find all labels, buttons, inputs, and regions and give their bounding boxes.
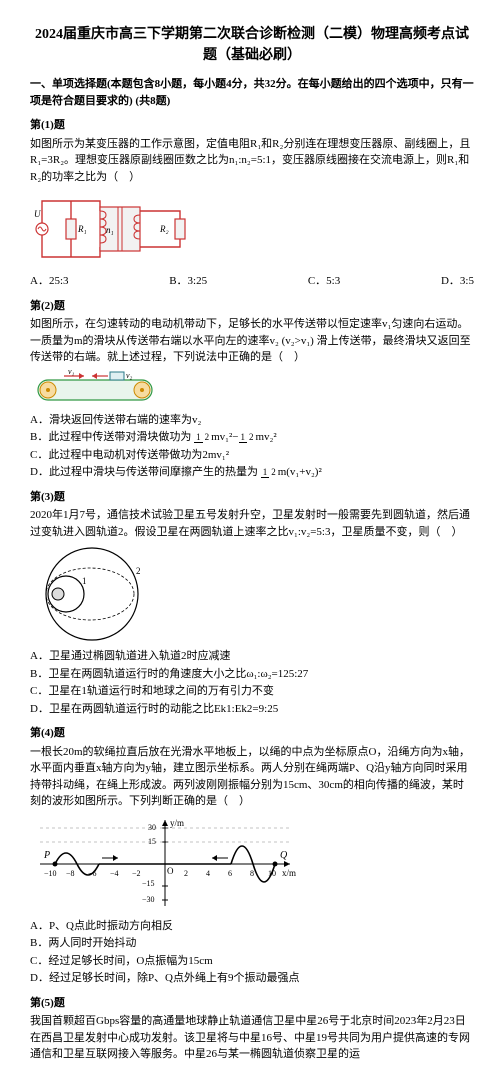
q3-opt-d: D．卫星在两圆轨道运行时的动能之比Ek1:Ek2=9:25: [30, 701, 474, 718]
q2-opt-a: A．滑块返回传送带右端的速率为v₂: [30, 412, 474, 429]
q4-opt-a: A．P、Q点此时振动方向相反: [30, 918, 474, 935]
svg-text:v₂: v₂: [126, 371, 133, 380]
q4-opt-c: C．经过足够长时间，O点振幅为15cm: [30, 953, 474, 970]
q3-figure: 2 1: [30, 544, 474, 644]
q2-options: A．滑块返回传送带右端的速率为v₂ B．此过程中传送带对滑块做功为 12mv₁²…: [30, 412, 474, 481]
svg-text:R₁: R₁: [77, 224, 87, 234]
q4-stem: 一根长20m的软绳拉直后放在光滑水平地板上，以绳的中点为坐标原点O，沿绳方向为x…: [30, 744, 474, 810]
svg-text:v₁: v₁: [68, 370, 75, 376]
q1-options: A．25:3 B．3:25 C．5:3 D．3:5: [30, 273, 474, 290]
svg-text:y/m: y/m: [170, 818, 184, 828]
q2-figure: v₁ v₂: [30, 370, 474, 408]
q2-opt-d: D．此过程中滑块与传送带间摩擦产生的热量为 12m(v₁+v₂)²: [30, 464, 474, 481]
q3-number: 第(3)题: [30, 489, 474, 506]
svg-text:x/m: x/m: [282, 868, 296, 878]
svg-text:−4: −4: [110, 869, 119, 878]
svg-text:1: 1: [82, 576, 87, 586]
q1-stem: 如图所示为某变压器的工作示意图，定值电阻R₁和R₂分别连在理想变压器原、副线圈上…: [30, 136, 474, 186]
page-title: 2024届重庆市高三下学期第二次联合诊断检测（二模）物理高频考点试题（基础必刷）: [30, 24, 474, 66]
svg-text:−2: −2: [132, 869, 141, 878]
q3-opt-b: B．卫星在两圆轨道运行时的角速度大小之比ω₁:ω₂=125:27: [30, 666, 474, 683]
q1-opt-a: A．25:3: [30, 273, 69, 290]
q4-opt-d: D．经过足够长时间，除P、Q点外绳上有9个振动最强点: [30, 970, 474, 987]
q2-stem: 如图所示，在匀速转动的电动机带动下，足够长的水平传送带以恒定速率v₁匀速向右运动…: [30, 316, 474, 366]
svg-text:2: 2: [136, 566, 141, 576]
q1-opt-b: B．3:25: [169, 273, 207, 290]
svg-text:P: P: [43, 850, 50, 861]
svg-text:−8: −8: [66, 869, 75, 878]
q4-opt-b: B．两人同时开始抖动: [30, 935, 474, 952]
svg-text:O: O: [167, 866, 174, 876]
svg-text:U: U: [34, 209, 41, 219]
q1-opt-d: D．3:5: [441, 273, 474, 290]
svg-text:8: 8: [250, 869, 254, 878]
svg-text:−10: −10: [44, 869, 57, 878]
q3-stem: 2020年1月7号，通信技术试验卫星五号发射升空，卫星发射时一般需要先到圆轨道，…: [30, 507, 474, 540]
svg-text:Q: Q: [280, 850, 288, 861]
svg-text:6: 6: [228, 869, 232, 878]
q4-options: A．P、Q点此时振动方向相反 B．两人同时开始抖动 C．经过足够长时间，O点振幅…: [30, 918, 474, 987]
svg-text:n₁: n₁: [106, 225, 114, 235]
q2-opt-c: C．此过程中电动机对传送带做功为2mv₁²: [30, 447, 474, 464]
svg-text:R₂: R₂: [159, 224, 169, 234]
q1-figure: U R₁ n₁ R₂: [30, 189, 474, 269]
svg-text:15: 15: [148, 837, 156, 846]
svg-text:4: 4: [206, 869, 210, 878]
svg-text:30: 30: [148, 823, 156, 832]
q3-options: A．卫星通过椭圆轨道进入轨道2时应减速 B．卫星在两圆轨道运行时的角速度大小之比…: [30, 648, 474, 717]
q3-opt-c: C．卫星在1轨道运行时和地球之间的万有引力不变: [30, 683, 474, 700]
q1-number: 第(1)题: [30, 117, 474, 134]
q1-opt-c: C．5:3: [308, 273, 340, 290]
svg-text:−15: −15: [142, 879, 155, 888]
part-a-header: 一、单项选择题(本题包含8小题，每小题4分，共32分。在每小题给出的四个选项中，…: [30, 76, 474, 109]
svg-text:−30: −30: [142, 895, 155, 904]
q4-figure: y/m x/m −10−8−6−4−2 246810 1530 −15−30 P…: [30, 814, 474, 914]
q2-opt-b: B．此过程中传送带对滑块做功为 12mv₁²−12mv₂²: [30, 429, 474, 446]
svg-text:2: 2: [184, 869, 188, 878]
q2-number: 第(2)题: [30, 298, 474, 315]
q4-number: 第(4)题: [30, 725, 474, 742]
q5-number: 第(5)题: [30, 995, 474, 1012]
q3-opt-a: A．卫星通过椭圆轨道进入轨道2时应减速: [30, 648, 474, 665]
q5-stem: 我国首颗超百Gbps容量的高通量地球静止轨道通信卫星中星26号于北京时间2023…: [30, 1013, 474, 1063]
